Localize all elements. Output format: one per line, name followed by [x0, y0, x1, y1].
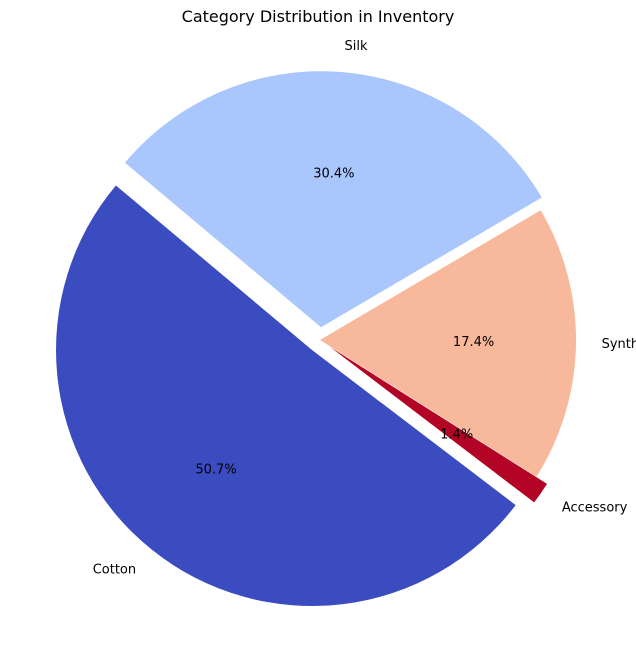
category-label-accessory: Accessory	[562, 500, 628, 515]
category-label-cotton: Cotton	[93, 562, 136, 577]
chart-title: Category Distribution in Inventory	[181, 7, 455, 26]
pie-slice-cotton	[56, 185, 516, 606]
category-label-silk: Silk	[345, 39, 368, 54]
category-label-synthetic: Synthetic	[602, 337, 636, 352]
pct-label-silk: 30.4%	[313, 167, 354, 182]
pie-labels: 50.7% Cotton 1.4% Accessory 17.4% Synthetic 30…	[93, 39, 636, 577]
pct-label-cotton: 50.7%	[195, 462, 236, 477]
pie-slices	[56, 71, 576, 606]
pct-label-accessory: 1.4%	[440, 427, 473, 442]
pie-slice-accessory	[330, 347, 548, 503]
pie-slice-silk	[124, 71, 542, 328]
pct-label-synthetic: 17.4%	[453, 335, 494, 350]
pie-slice-synthetic	[320, 210, 576, 477]
